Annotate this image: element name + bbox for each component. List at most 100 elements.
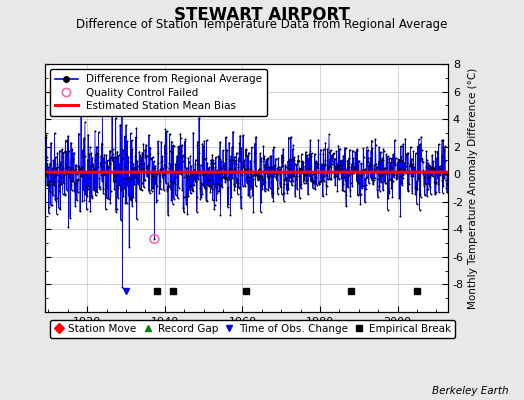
Point <box>436 165 445 172</box>
Point <box>46 189 54 195</box>
Point <box>382 151 390 158</box>
Point <box>145 187 153 194</box>
Point <box>363 158 372 164</box>
Point <box>406 163 414 169</box>
Point <box>270 174 279 180</box>
Point <box>413 143 422 150</box>
Point <box>229 168 237 175</box>
Point <box>158 153 167 160</box>
Point <box>206 189 215 196</box>
Point <box>326 156 334 163</box>
Point <box>262 158 270 164</box>
Point <box>344 173 352 180</box>
Point <box>387 185 396 191</box>
Point <box>183 210 192 217</box>
Point <box>285 165 293 171</box>
Point <box>135 179 143 185</box>
Point <box>63 170 72 176</box>
Point <box>305 173 314 180</box>
Point <box>353 178 361 185</box>
Point <box>280 180 289 187</box>
Point <box>79 154 87 160</box>
Point <box>48 181 57 187</box>
Point <box>264 155 272 161</box>
Point <box>274 184 282 191</box>
Point <box>195 150 204 156</box>
Point <box>346 187 354 194</box>
Point <box>415 175 423 182</box>
Point <box>400 166 409 172</box>
Point <box>75 169 84 175</box>
Point <box>88 193 96 200</box>
Point <box>78 198 86 204</box>
Point <box>139 166 147 173</box>
Point <box>272 170 280 177</box>
Point <box>182 165 191 171</box>
Point <box>146 151 155 157</box>
Point <box>214 153 223 160</box>
Point <box>193 142 202 148</box>
Point <box>262 169 270 176</box>
Point <box>216 182 225 188</box>
Point <box>277 184 285 190</box>
Point <box>418 156 427 162</box>
Point <box>276 169 285 176</box>
Point <box>335 166 344 172</box>
Point <box>151 180 160 186</box>
Point <box>433 170 441 176</box>
Point <box>140 177 149 183</box>
Point <box>347 170 355 176</box>
Point <box>63 164 71 170</box>
Point <box>242 146 250 152</box>
Point <box>416 191 424 198</box>
Point <box>278 152 286 158</box>
Point <box>250 158 258 164</box>
Point <box>260 188 269 194</box>
Point <box>256 150 265 156</box>
Point <box>94 129 103 135</box>
Point <box>122 150 130 157</box>
Point <box>365 180 373 186</box>
Point <box>277 163 286 170</box>
Point <box>265 164 274 171</box>
Point <box>113 206 121 213</box>
Point <box>188 186 196 193</box>
Point <box>421 192 429 199</box>
Point <box>265 164 273 170</box>
Point <box>276 179 284 186</box>
Point <box>162 164 171 170</box>
Point <box>388 178 396 184</box>
Point <box>324 166 333 172</box>
Point <box>74 164 83 170</box>
Point <box>399 168 408 174</box>
Point <box>397 143 405 150</box>
Point <box>135 161 144 168</box>
Point <box>104 168 113 174</box>
Point <box>327 176 335 182</box>
Point <box>198 181 206 187</box>
Point <box>399 172 408 178</box>
Point <box>417 134 425 140</box>
Point <box>107 155 116 161</box>
Point <box>422 148 431 154</box>
Point <box>89 164 97 170</box>
Point <box>319 193 327 200</box>
Point <box>425 164 433 171</box>
Point <box>428 167 436 174</box>
Point <box>257 157 265 164</box>
Point <box>371 136 379 142</box>
Point <box>300 175 309 181</box>
Point <box>220 160 228 166</box>
Point <box>323 146 332 152</box>
Point <box>237 205 245 212</box>
Point <box>331 164 340 170</box>
Point <box>241 183 249 189</box>
Point <box>432 180 440 187</box>
Point <box>291 192 299 199</box>
Point <box>133 158 141 164</box>
Point <box>379 146 388 152</box>
Point <box>196 162 205 168</box>
Point <box>282 187 291 193</box>
Point <box>201 185 209 192</box>
Point <box>292 173 300 179</box>
